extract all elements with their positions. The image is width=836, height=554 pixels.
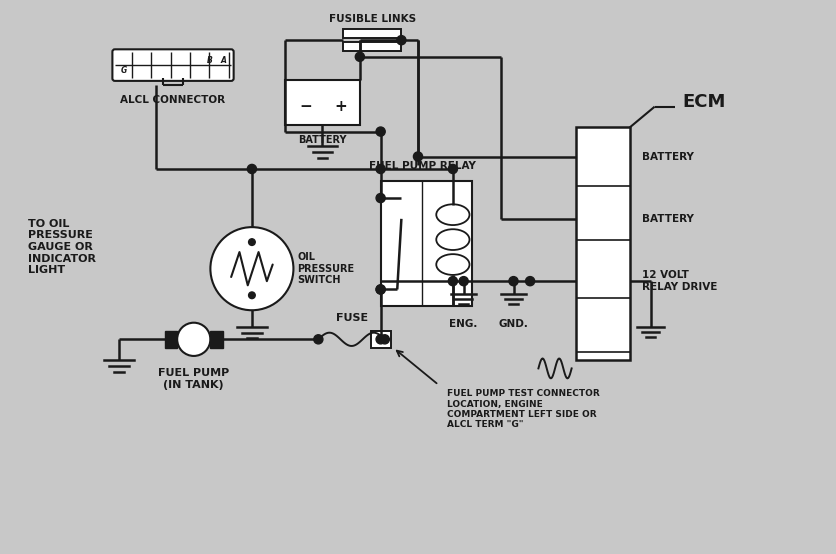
- Circle shape: [509, 276, 518, 286]
- Bar: [576, 127, 630, 360]
- Bar: [285, 80, 359, 125]
- Circle shape: [376, 335, 385, 344]
- Text: BATTERY: BATTERY: [298, 135, 347, 145]
- Circle shape: [397, 35, 406, 45]
- Circle shape: [211, 227, 293, 310]
- Text: +: +: [334, 99, 347, 114]
- Circle shape: [448, 276, 457, 286]
- Circle shape: [380, 335, 390, 344]
- Text: FUSE: FUSE: [335, 312, 368, 322]
- Text: FUSIBLE LINKS: FUSIBLE LINKS: [329, 13, 415, 24]
- Circle shape: [248, 292, 255, 299]
- Text: GND.: GND.: [498, 319, 528, 329]
- Text: FUEL PUMP TEST CONNECTOR
LOCATION, ENGINE
COMPARTMENT LEFT SIDE OR
ALCL TERM "G": FUEL PUMP TEST CONNECTOR LOCATION, ENGIN…: [447, 389, 599, 429]
- Text: FUEL PUMP RELAY: FUEL PUMP RELAY: [369, 161, 476, 172]
- Bar: [370, 331, 390, 347]
- Text: BATTERY: BATTERY: [642, 151, 694, 162]
- Circle shape: [526, 276, 535, 286]
- Text: ALCL CONNECTOR: ALCL CONNECTOR: [120, 95, 226, 105]
- Text: ENG.: ENG.: [450, 319, 478, 329]
- Circle shape: [247, 165, 257, 173]
- Text: B: B: [206, 55, 212, 65]
- Circle shape: [355, 52, 364, 61]
- Text: BATTERY: BATTERY: [642, 214, 694, 224]
- Bar: [165, 331, 177, 347]
- Circle shape: [376, 193, 385, 203]
- Circle shape: [376, 165, 385, 173]
- Bar: [211, 331, 223, 347]
- Bar: [380, 182, 472, 306]
- Text: −: −: [299, 99, 313, 114]
- Circle shape: [376, 285, 385, 294]
- Circle shape: [376, 127, 385, 136]
- Text: G: G: [121, 65, 127, 75]
- Circle shape: [448, 165, 457, 173]
- Circle shape: [177, 322, 211, 356]
- Text: 12 VOLT
RELAY DRIVE: 12 VOLT RELAY DRIVE: [642, 270, 717, 292]
- FancyBboxPatch shape: [112, 49, 233, 81]
- Circle shape: [414, 152, 422, 161]
- Text: ECM: ECM: [683, 94, 726, 111]
- Text: A: A: [221, 55, 227, 65]
- Text: TO OIL
PRESSURE
GAUGE OR
INDICATOR
LIGHT: TO OIL PRESSURE GAUGE OR INDICATOR LIGHT: [28, 219, 95, 275]
- Circle shape: [314, 335, 323, 344]
- Text: OIL
PRESSURE
SWITCH: OIL PRESSURE SWITCH: [298, 252, 354, 285]
- Bar: [344, 42, 401, 52]
- Circle shape: [459, 276, 468, 286]
- Circle shape: [376, 285, 385, 294]
- Circle shape: [248, 239, 255, 245]
- Bar: [344, 29, 401, 38]
- Text: FUEL PUMP
(IN TANK): FUEL PUMP (IN TANK): [158, 368, 229, 390]
